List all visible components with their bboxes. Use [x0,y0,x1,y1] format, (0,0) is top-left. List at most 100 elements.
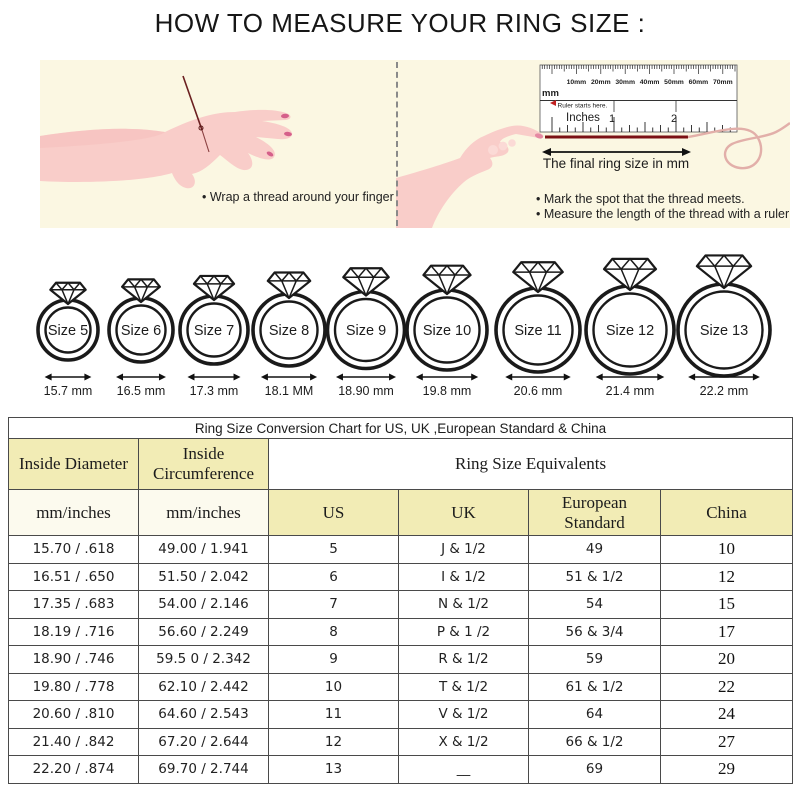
knuckle [508,139,516,147]
diamond-facets [423,264,471,295]
ring-inner-circle [259,300,319,360]
cell-us: 6 [268,562,399,591]
cell-european: 69 [528,755,661,784]
ruler-mm-label: 40mm [640,79,660,86]
instruction-illustrations: • Wrap a thread around your finger 10mm 2… [40,60,790,228]
inch-number: 2 [671,113,677,125]
ruler-mm-labels: 10mm 20mm 30mm 40mm 50mm 60mm 70mm [567,79,733,86]
cell-us: 5 [268,535,399,564]
cell-inside-circumference: 69.70 / 2.744 [138,755,269,784]
ring-inner-circle [186,302,242,358]
fingernail [266,151,274,157]
diamond-facets [696,254,752,289]
header-unit-circumference: mm/inches [138,489,269,536]
thread-line [182,75,203,131]
ring-inner-circle [413,296,481,364]
ruler-mm-label: 20mm [591,79,611,86]
arrow-head-left-icon [505,373,513,381]
cell-inside-diameter: 21.40 / .842 [8,727,139,756]
header-ring-size-equivalents: Ring Size Equivalents [267,438,794,490]
arrow-head-left-icon [187,373,195,381]
ruler-body [539,64,738,133]
cell-inside-circumference: 49.00 / 1.941 [138,535,269,564]
ruler-mm-ticks [541,65,736,74]
cell-china: 10 [659,535,794,564]
diamond-facets [604,257,656,291]
cell-uk: P & 1 /2 [398,617,529,646]
cell-uk: N & 1/2 [398,590,529,619]
arrow-head-right-icon [389,373,397,381]
hand-thread-illustration [40,75,293,189]
diamond-icon [266,271,312,300]
hand-shape [40,109,293,189]
arrow-head-left-icon [260,373,268,381]
cell-china: 22 [659,672,794,701]
ring-size-label: Size 11 [514,323,561,339]
diamond-facets [513,261,563,293]
table-row: 18.19 / .716 56.60 / 2.249 8 P & 1 /2 56 & 3… [8,617,794,646]
ring-size-label: Size 8 [269,323,309,339]
cell-uk: V & 1/2 [398,700,529,729]
cell-inside-circumference: 54.00 / 2.146 [138,590,269,619]
fingernail [281,113,289,119]
cell-uk: I & 1/2 [398,562,529,591]
ring-diameter-mm: 20.6 mm [514,384,563,398]
table-row: 22.20 / .874 69.70 / 2.744 13 __ 69 29 [8,755,794,784]
ring-inner-circle [502,294,574,366]
cell-inside-diameter: 18.19 / .716 [8,617,139,646]
header-us: US [268,489,399,536]
ring-inner-circle [684,290,764,370]
table-row: 15.70 / .618 49.00 / 1.941 5 J & 1/2 49 10 [8,535,794,564]
table-row: 21.40 / .842 67.20 / 2.644 12 X & 1/2 66 & 1… [8,727,794,756]
diamond-icon [602,257,658,292]
ruler-mm-label: 10mm [567,79,587,86]
cell-china: 20 [659,645,794,674]
diamond-facets [267,271,311,299]
arrow-head-right-icon [657,373,665,381]
cell-inside-circumference: 67.20 / 2.644 [138,727,269,756]
ring-size-label: Size 5 [48,323,88,339]
ring-inner-circle [44,306,92,354]
arrow-head-right-icon [682,148,691,156]
header-unit-diameter: mm/inches [8,489,139,536]
arrow-head-right-icon [752,373,760,381]
instruction-bullet: • Mark the spot that the thread meets. [536,192,745,206]
table-title: Ring Size Conversion Chart for US, UK ,E… [7,417,794,439]
cell-china: 27 [659,727,794,756]
cell-inside-diameter: 22.20 / .874 [8,755,139,784]
ring-diameter-mm: 19.8 mm [423,384,472,398]
diamond-facets [193,274,235,301]
final-size-label: The final ring size in mm [543,156,689,171]
cell-china: 29 [659,755,794,784]
cell-inside-circumference: 56.60 / 2.249 [138,617,269,646]
cell-us: 10 [268,672,399,701]
cell-european: 59 [528,645,661,674]
ruler-inches-label: Inches [566,112,600,124]
instruction-bullet: • Wrap a thread around your finger [202,190,394,204]
cell-us: 8 [268,617,399,646]
ruler-mm-label: 60mm [689,79,709,86]
arrow-head-right-icon [233,373,241,381]
knuckle [488,145,498,155]
cell-uk: X & 1/2 [398,727,529,756]
header-china: China [659,489,794,536]
ruler-illustration: 10mm 20mm 30mm 40mm 50mm 60mm 70mm mm Ruler st… [396,64,790,228]
pointing-hand-shape [396,125,544,228]
cell-inside-circumference: 59.5 0 / 2.342 [138,645,269,674]
fingernail [284,131,292,137]
ring-inner-circle [333,297,399,363]
cell-uk: R & 1/2 [398,645,529,674]
cell-european: 54 [528,590,661,619]
cell-inside-diameter: 15.70 / .618 [8,535,139,564]
cell-us: 9 [268,645,399,674]
arrow-head-right-icon [563,373,571,381]
cell-inside-circumference: 64.60 / 2.543 [138,700,269,729]
arrow-head-left-icon [688,373,696,381]
ruler: 10mm 20mm 30mm 40mm 50mm 60mm 70mm mm Ruler st… [539,64,738,133]
cell-inside-diameter: 20.60 / .810 [8,700,139,729]
ruler-starts-here-label: Ruler starts here. [558,103,608,110]
ruler-mm-unit: mm [542,88,559,99]
ring-illustration: Size 6 16.5 mm [107,278,175,398]
panel-divider [396,62,398,226]
